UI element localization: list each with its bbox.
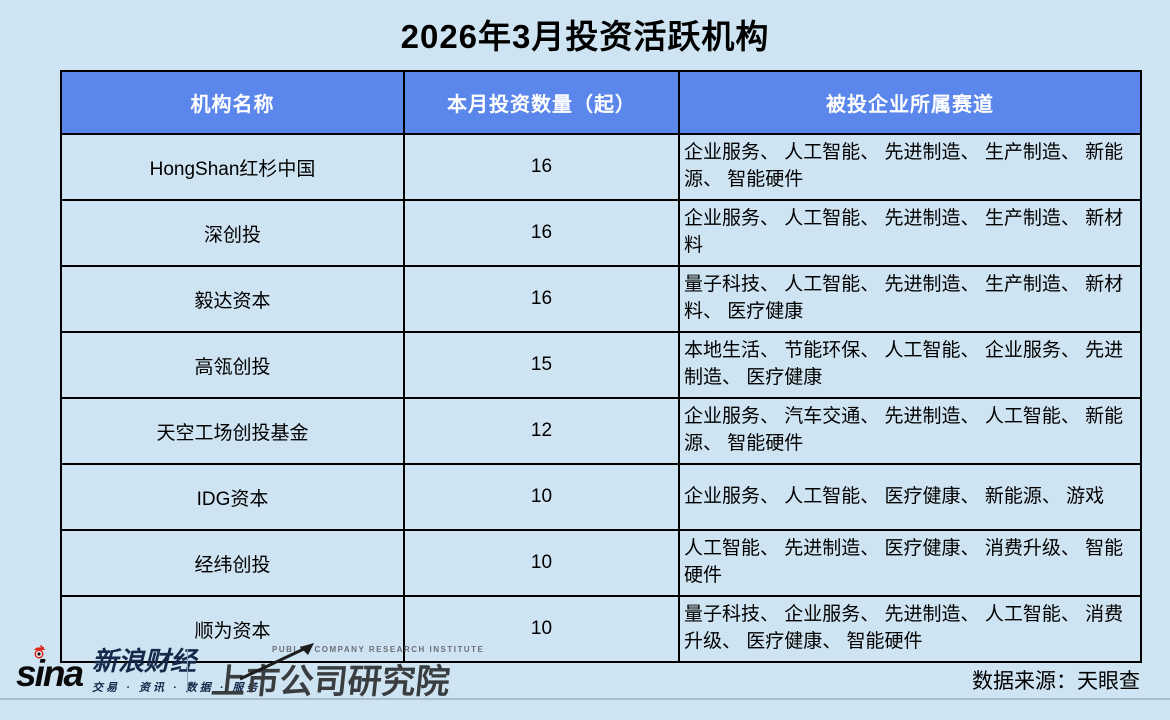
sina-finance-logo: sina 新浪财经 交易 · 资讯 · 数据 · 服务 (16, 645, 260, 695)
invested-tracks-cell: 人工智能、 先进制造、 医疗健康、 消费升级、 智能硬件 (678, 529, 1142, 597)
page-title: 2026年3月投资活跃机构 (400, 18, 770, 55)
invested-tracks-cell: 企业服务、 人工智能、 先进制造、 生产制造、 新材料 (678, 199, 1142, 267)
table-body: HongShan红杉中国 16 企业服务、 人工智能、 先进制造、 生产制造、 新能… (60, 133, 1142, 663)
arrow-icon (239, 643, 314, 681)
institution-name-cell: 顺为资本 (60, 595, 405, 663)
footer: sina 新浪财经 交易 · 资讯 · 数据 · 服务 PUBLIC COMPA… (0, 643, 1170, 701)
footer-vertical-divider (187, 649, 188, 693)
table-row: 毅达资本 16 量子科技、 人工智能、 先进制造、 生产制造、 新材料、 医疗健康 (60, 265, 1142, 333)
investment-count-cell: 10 (403, 463, 680, 531)
institution-name-cell: 毅达资本 (60, 265, 405, 333)
investment-count-cell: 10 (403, 529, 680, 597)
invested-tracks-cell: 企业服务、 人工智能、 先进制造、 生产制造、 新能源、 智能硬件 (678, 133, 1142, 201)
institution-name-cell: 天空工场创投基金 (60, 397, 405, 465)
invested-tracks-cell: 量子科技、 企业服务、 先进制造、 人工智能、 消费升级、 医疗健康、 智能硬件 (678, 595, 1142, 663)
table-header-row: 机构名称 本月投资数量（起） 被投企业所属赛道 (60, 70, 1142, 135)
table-row: 天空工场创投基金 12 企业服务、 汽车交通、 先进制造、 人工智能、 新能源、 智… (60, 397, 1142, 465)
table-header: 机构名称 本月投资数量（起） 被投企业所属赛道 (60, 70, 1142, 135)
investment-count-cell: 10 (403, 595, 680, 663)
investment-count-cell: 16 (403, 199, 680, 267)
table-row: HongShan红杉中国 16 企业服务、 人工智能、 先进制造、 生产制造、 新能… (60, 133, 1142, 201)
data-source-label: 数据来源：天眼查 (972, 670, 1140, 693)
footer-divider-line (0, 698, 1170, 700)
sina-eye-icon (34, 645, 46, 659)
research-institute-logo: PUBLIC COMPANY RESEARCH INSTITUTE 上市公司研究… (210, 643, 483, 701)
invested-tracks-cell: 企业服务、 汽车交通、 先进制造、 人工智能、 新能源、 智能硬件 (678, 397, 1142, 465)
sina-brand-block: 新浪财经 交易 · 资讯 · 数据 · 服务 (92, 647, 260, 695)
table-row: 顺为资本 10 量子科技、 企业服务、 先进制造、 人工智能、 消费升级、 医疗健康… (60, 595, 1142, 663)
invested-tracks-cell: 本地生活、 节能环保、 人工智能、 企业服务、 先进制造、 医疗健康 (678, 331, 1142, 399)
sina-tagline-text: 交易 · 资讯 · 数据 · 服务 (92, 681, 261, 694)
institution-name-cell: HongShan红杉中国 (60, 133, 405, 201)
invested-tracks-cell: 企业服务、 人工智能、 医疗健康、 新能源、 游戏 (678, 463, 1142, 531)
table-row: IDG资本 10 企业服务、 人工智能、 医疗健康、 新能源、 游戏 (60, 463, 1142, 531)
institution-name-cell: IDG资本 (60, 463, 405, 531)
institute-english-caption: PUBLIC COMPANY RESEARCH INSTITUTE (272, 645, 485, 654)
invested-tracks-cell: 量子科技、 人工智能、 先进制造、 生产制造、 新材料、 医疗健康 (678, 265, 1142, 333)
sina-brand-text: 新浪财经 (92, 646, 197, 676)
header-invested-tracks: 被投企业所属赛道 (678, 70, 1142, 135)
table-row: 深创投 16 企业服务、 人工智能、 先进制造、 生产制造、 新材料 (60, 199, 1142, 267)
institution-name-cell: 经纬创投 (60, 529, 405, 597)
sina-wordmark: sina (16, 645, 84, 692)
investment-count-cell: 15 (403, 331, 680, 399)
header-institution-name: 机构名称 (60, 70, 405, 135)
institution-name-cell: 高瓴创投 (60, 331, 405, 399)
table-row: 高瓴创投 15 本地生活、 节能环保、 人工智能、 企业服务、 先进制造、 医疗健康 (60, 331, 1142, 399)
investment-table: 机构名称 本月投资数量（起） 被投企业所属赛道 HongShan红杉中国 16 企业… (60, 70, 1142, 663)
table-row: 经纬创投 10 人工智能、 先进制造、 医疗健康、 消费升级、 智能硬件 (60, 529, 1142, 597)
institution-name-cell: 深创投 (60, 199, 405, 267)
investment-count-cell: 12 (403, 397, 680, 465)
investment-count-cell: 16 (403, 133, 680, 201)
investment-count-cell: 16 (403, 265, 680, 333)
header-investment-count: 本月投资数量（起） (403, 70, 680, 135)
